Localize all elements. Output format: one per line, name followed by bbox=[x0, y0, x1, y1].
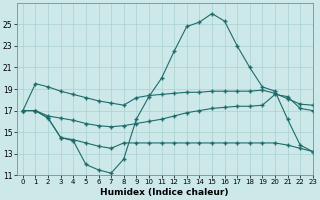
X-axis label: Humidex (Indice chaleur): Humidex (Indice chaleur) bbox=[100, 188, 229, 197]
